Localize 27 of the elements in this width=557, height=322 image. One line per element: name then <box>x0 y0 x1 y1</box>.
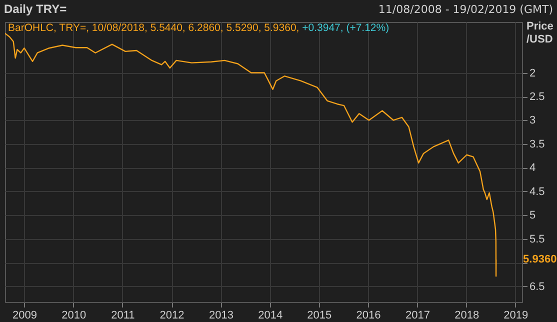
y-axis-title: Price /USD <box>526 20 554 46</box>
y-tick-label: 4.5 <box>530 186 545 198</box>
x-tick-label: 2017 <box>405 310 430 322</box>
x-tick-label: 2010 <box>62 310 86 322</box>
y-tick-label: 3.5 <box>530 138 545 150</box>
y-tick-label: 6.5 <box>530 280 545 293</box>
x-tick-label: 2013 <box>208 310 234 322</box>
y-tick-label: 2 <box>530 67 536 80</box>
x-tick-label: 2012 <box>160 310 184 322</box>
x-tick-label: 2014 <box>258 310 283 322</box>
x-tick-label: 2018 <box>454 310 480 322</box>
x-tick-label: 2009 <box>12 310 37 322</box>
x-tick-label: 2015 <box>307 310 332 322</box>
x-tick-label: 2019 <box>504 310 528 322</box>
x-tick-label: 2011 <box>111 310 135 322</box>
y-tick-label: 3 <box>530 114 536 127</box>
x-tick-label: 2016 <box>356 310 381 322</box>
annotation: +0.3947, (+7.12%) <box>301 22 390 34</box>
y-tick-label: 5.5 <box>530 233 545 246</box>
y-tick-label: 5 <box>530 210 536 222</box>
y-tick-label: 4 <box>530 162 536 174</box>
y-tick-label: 2.5 <box>530 91 545 104</box>
annotation: 5.9360 <box>523 254 557 266</box>
annotation: BarOHLC, TRY=, 10/08/2018, 5.5440, 6.2860, 5.5290, 5.9360, <box>8 22 300 34</box>
chart-title: Daily TRY= <box>4 2 67 16</box>
chart-subtitle: 11/08/2008 - 19/02/2019 (GMT) <box>378 2 553 16</box>
line-series <box>5 32 497 277</box>
